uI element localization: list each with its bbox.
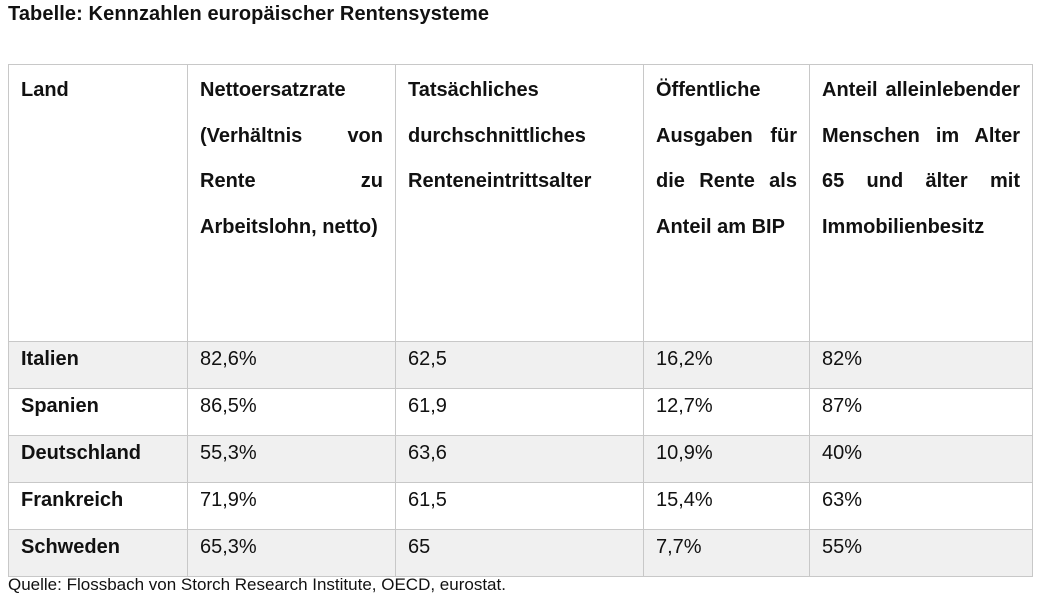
cell-immobilienbesitz: 55% xyxy=(809,529,1033,577)
header-land: Land xyxy=(8,64,188,342)
table-header-row: Land Nettoersatzrate (Verhältnis von Ren… xyxy=(8,64,1033,342)
header-oeffentliche-ausgaben: Öffentliche Ausgaben für die Rente als A… xyxy=(643,64,810,342)
cell-renteneintrittsalter: 65 xyxy=(395,529,644,577)
cell-oeffentliche-ausgaben: 12,7% xyxy=(643,388,810,436)
table-title: Tabelle: Kennzahlen europäischer Rentens… xyxy=(8,3,490,25)
cell-oeffentliche-ausgaben: 10,9% xyxy=(643,435,810,483)
cell-immobilienbesitz: 82% xyxy=(809,341,1033,389)
cell-nettoersatzrate: 65,3% xyxy=(187,529,396,577)
table-row: Italien 82,6% 62,5 16,2% 82% xyxy=(8,341,1033,389)
cell-land: Frankreich xyxy=(8,482,188,530)
source-note: Quelle: Flossbach von Storch Research In… xyxy=(8,575,506,594)
cell-land: Deutschland xyxy=(8,435,188,483)
cell-nettoersatzrate: 86,5% xyxy=(187,388,396,436)
cell-nettoersatzrate: 82,6% xyxy=(187,341,396,389)
cell-land: Italien xyxy=(8,341,188,389)
cell-renteneintrittsalter: 63,6 xyxy=(395,435,644,483)
table-row: Deutschland 55,3% 63,6 10,9% 40% xyxy=(8,435,1033,483)
header-immobilienbesitz: Anteil alleinlebender Menschen im Alter … xyxy=(809,64,1033,342)
cell-nettoersatzrate: 71,9% xyxy=(187,482,396,530)
cell-oeffentliche-ausgaben: 7,7% xyxy=(643,529,810,577)
cell-immobilienbesitz: 87% xyxy=(809,388,1033,436)
pension-table: Land Nettoersatzrate (Verhältnis von Ren… xyxy=(8,64,1033,577)
cell-immobilienbesitz: 40% xyxy=(809,435,1033,483)
table-row: Spanien 86,5% 61,9 12,7% 87% xyxy=(8,388,1033,436)
cell-renteneintrittsalter: 61,5 xyxy=(395,482,644,530)
cell-renteneintrittsalter: 61,9 xyxy=(395,388,644,436)
cell-renteneintrittsalter: 62,5 xyxy=(395,341,644,389)
header-nettoersatzrate: Nettoersatzrate (Verhältnis von Rente zu… xyxy=(187,64,396,342)
table-row: Frankreich 71,9% 61,5 15,4% 63% xyxy=(8,482,1033,530)
cell-immobilienbesitz: 63% xyxy=(809,482,1033,530)
cell-oeffentliche-ausgaben: 16,2% xyxy=(643,341,810,389)
cell-oeffentliche-ausgaben: 15,4% xyxy=(643,482,810,530)
header-renteneintrittsalter: Tatsächliches durchschnittliches Rentene… xyxy=(395,64,644,342)
table-row: Schweden 65,3% 65 7,7% 55% xyxy=(8,529,1033,577)
cell-land: Spanien xyxy=(8,388,188,436)
cell-nettoersatzrate: 55,3% xyxy=(187,435,396,483)
cell-land: Schweden xyxy=(8,529,188,577)
